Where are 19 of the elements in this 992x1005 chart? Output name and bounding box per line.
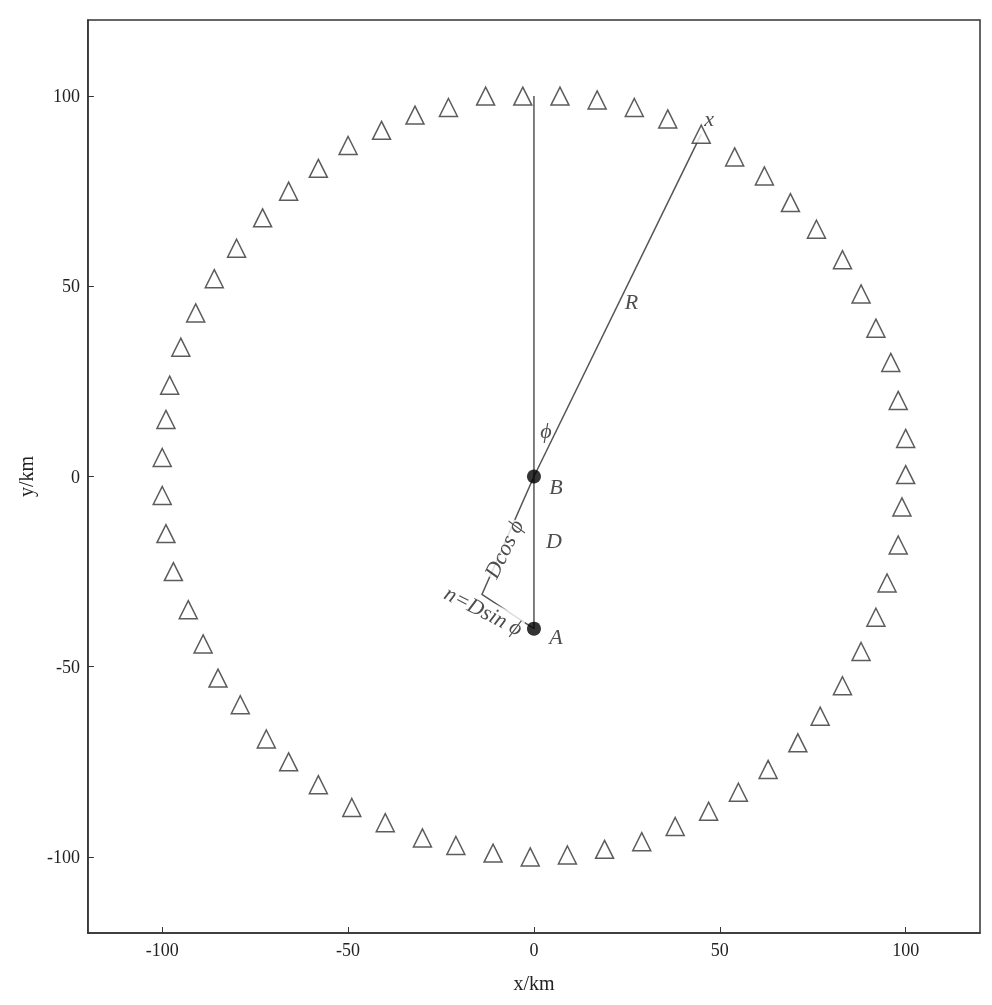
annotation: A: [547, 624, 564, 650]
x-tick-label: -100: [145, 940, 179, 960]
annotation: x: [703, 105, 715, 131]
annotation: ϕ: [540, 417, 552, 443]
x-tick-label: -50: [336, 940, 361, 960]
y-axis-title: y/km: [15, 455, 38, 498]
annotation: B: [549, 474, 563, 499]
x-tick-label: 100: [892, 940, 920, 960]
x-tick-label: 50: [710, 940, 729, 960]
annotation: D: [545, 528, 562, 554]
y-tick-label: 0: [70, 466, 80, 487]
x-axis-title: x/km: [513, 972, 555, 994]
y-tick-label: 100: [52, 86, 80, 107]
annotation: Dcos ϕ: [478, 515, 529, 584]
x-tick-label: 0: [529, 940, 539, 960]
y-tick-label: -100: [46, 846, 80, 867]
annotation: R: [623, 288, 639, 314]
y-tick-label: -50: [55, 656, 80, 677]
y-tick-label: 50: [61, 276, 80, 297]
